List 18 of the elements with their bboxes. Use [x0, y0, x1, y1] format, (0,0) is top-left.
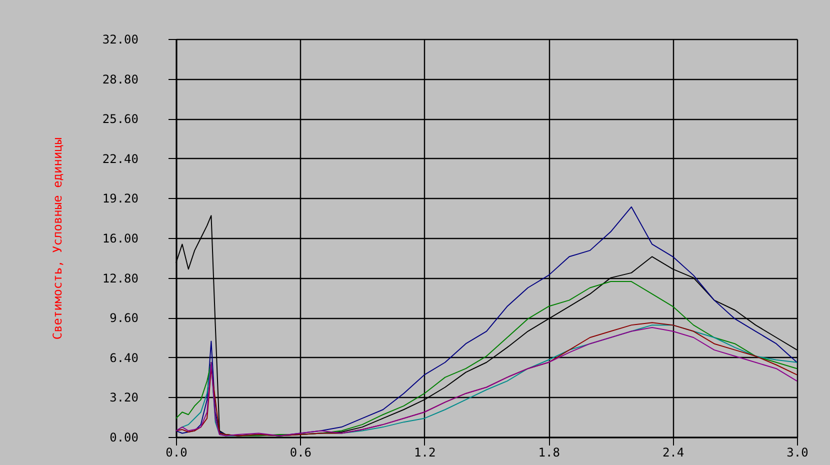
- y-tick-label: 32.00: [102, 32, 138, 46]
- x-tick-label: 0.6: [290, 446, 312, 460]
- y-axis-title: Светимость, Условные единицы: [50, 137, 64, 340]
- y-tick-label: 19.20: [102, 192, 138, 206]
- y-tick-label: 6.40: [110, 350, 138, 365]
- y-tick-label: 28.80: [102, 72, 138, 86]
- x-tick-label: 1.8: [538, 446, 560, 460]
- y-tick-label: 25.60: [102, 112, 138, 126]
- y-tick-label: 3.20: [110, 390, 138, 405]
- x-tick-label: 0.0: [166, 446, 188, 460]
- y-tick-label: 12.80: [102, 271, 138, 286]
- y-tick-label: 16.00: [102, 232, 138, 246]
- x-tick-label: 1.2: [414, 446, 436, 460]
- x-tick-label: 3.0: [786, 446, 808, 460]
- x-tick-label: 2.4: [662, 446, 684, 460]
- y-tick-label: 9.60: [110, 311, 138, 326]
- y-tick-label: 22.40: [102, 152, 138, 166]
- y-tick-label: 0.00: [110, 430, 138, 444]
